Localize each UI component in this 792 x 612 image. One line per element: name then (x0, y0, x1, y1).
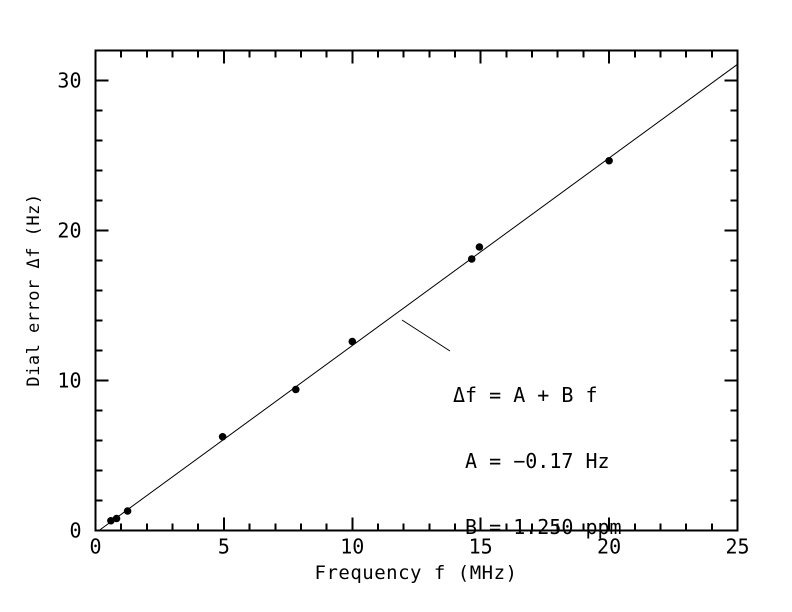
x-axis-title: Frequency f (MHz) (314, 562, 518, 584)
data-point (605, 156, 613, 165)
annotation-leader-line (401, 319, 451, 352)
y-tick-label: 10 (57, 369, 81, 393)
axis-frame (94, 49, 739, 532)
fit-line (98, 63, 738, 531)
data-point (292, 385, 300, 394)
data-point (348, 337, 357, 346)
data-point (112, 514, 121, 523)
x-tick-label: 15 (469, 535, 493, 559)
y-tick-label: 0 (69, 519, 81, 543)
fit-annotation: Δf = A + B f A = −0.17 Hz B = 1.250 ppm (453, 340, 622, 582)
data-point (218, 432, 227, 441)
y-axis-title: Dial error Δf (Hz) (24, 193, 44, 387)
fit-slope-line: B = 1.250 ppm (453, 515, 622, 539)
x-tick-label: 0 (89, 535, 101, 559)
data-point (475, 243, 484, 251)
y-tick-label: 30 (57, 69, 81, 93)
x-tick-label: 5 (218, 535, 230, 559)
fit-equation-line: Δf = A + B f (453, 383, 598, 407)
y-tick-label: 20 (57, 219, 81, 243)
x-tick-label: 25 (725, 535, 749, 559)
data-point (123, 507, 132, 515)
x-tick-label: 20 (597, 535, 621, 559)
x-tick-label: 10 (340, 535, 364, 559)
data-point (467, 255, 476, 263)
fit-intercept-line: A = −0.17 Hz (453, 449, 610, 473)
